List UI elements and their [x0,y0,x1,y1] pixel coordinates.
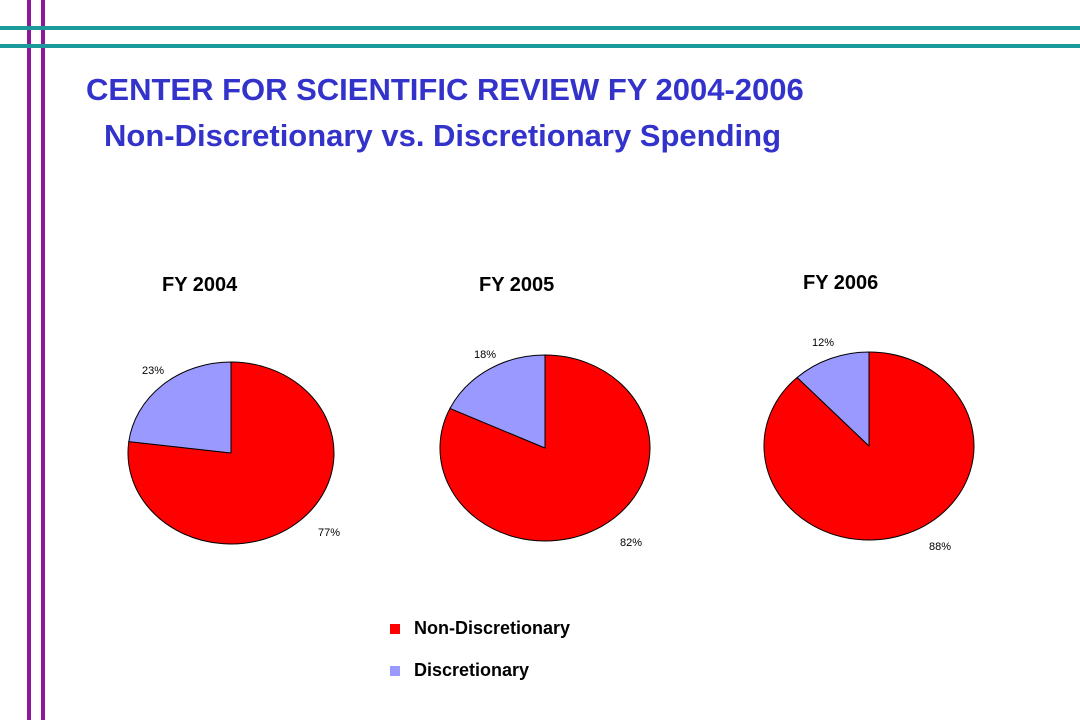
pie-slice-fy-2006-discretionary [796,351,870,448]
pie-label-fy-2004-non-discretionary: 77% [318,527,340,539]
legend-label-discretionary: Discretionary [414,660,530,680]
pie-slice-fy-2004-discretionary [128,361,232,454]
legend-item-discretionary: Discretionary [390,660,529,681]
page-subtitle: Non-Discretionary vs. Discretionary Spen… [104,118,782,153]
pie-label-fy-2006-non-discretionary: 88% [929,541,951,553]
legend-item-non-discretionary: Non-Discretionary [390,618,570,639]
legend-swatch-discretionary [390,665,400,676]
pie-label-fy-2005-non-discretionary: 82% [620,537,642,549]
border-left-line-1 [27,0,31,720]
pie-label-fy-2005-discretionary: 18% [474,349,496,361]
chart-title-fy2006: FY 2006 [803,272,879,294]
pie-slice-fy-2005-discretionary [449,354,546,449]
border-top-line-2 [0,44,1080,48]
legend-swatch-non-discretionary [390,623,400,634]
border-top-line-1 [0,26,1080,30]
pie-label-fy-2004-discretionary: 23% [142,365,164,377]
pie-slice-fy-2006-non-discretionary [763,351,975,541]
chart-title-fy2004: FY 2004 [162,274,238,296]
legend-label-non-discretionary: Non-Discretionary [414,618,571,638]
chart-title-fy2005: FY 2005 [479,274,555,296]
border-left-line-2 [41,0,45,720]
pie-label-fy-2006-discretionary: 12% [812,337,834,349]
page-title: CENTER FOR SCIENTIFIC REVIEW FY 2004-200… [86,72,804,107]
